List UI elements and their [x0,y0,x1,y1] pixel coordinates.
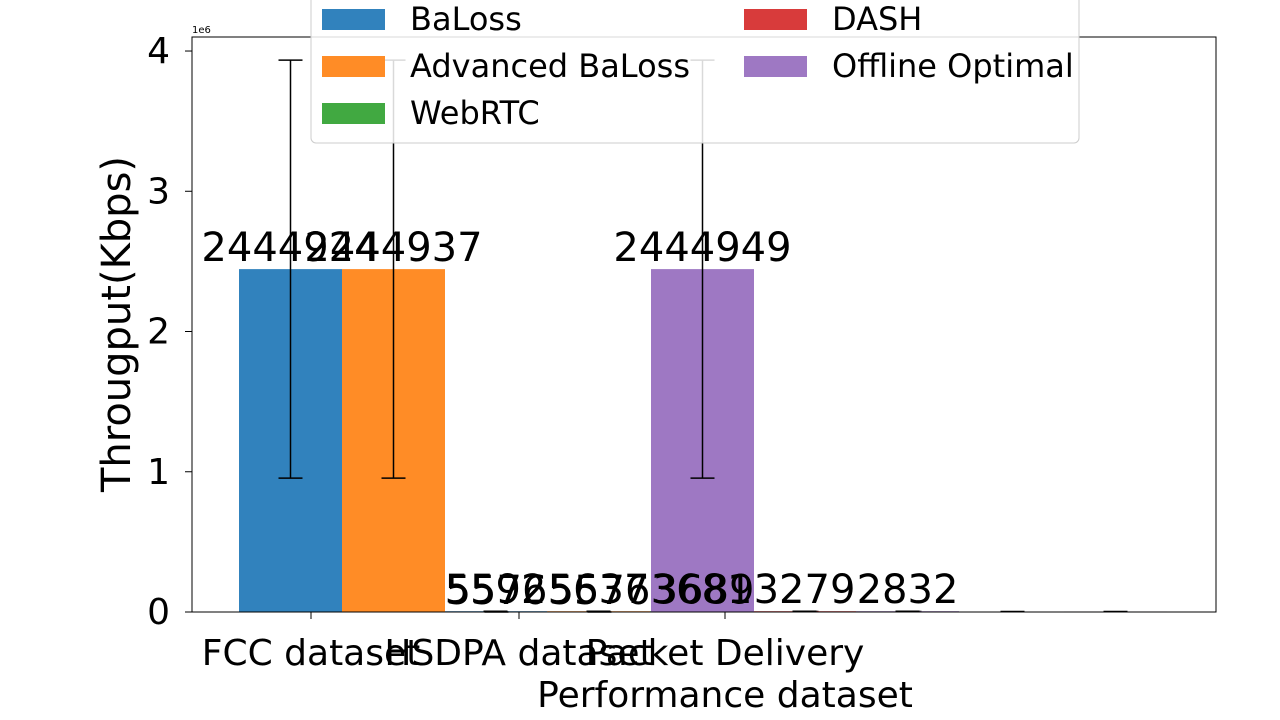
data-label: 2444937 [304,225,482,271]
y-axis-label: Througput(Kbps) [94,156,140,493]
data-label: 5592 [445,567,547,613]
legend-label: Advanced BaLoss [410,47,690,85]
data-label: 3681 [651,567,753,613]
legend-swatch [744,56,807,77]
legend-swatch [322,56,385,77]
data-label: 2444924 [201,225,379,271]
legend-label: Offline Optimal [832,47,1074,85]
legend-box [310,0,1080,144]
data-label: 3689 [653,567,755,613]
data-label: 2832 [857,567,959,613]
data-label: 5576 [549,568,651,614]
legend-swatch [322,103,385,124]
legend-swatch [744,9,807,30]
y-axis: 0 1 2 3 4 [147,31,192,633]
y-tick-label: 1 [147,452,170,493]
x-tick-label: Packet Delivery Performance dataset [537,633,913,716]
y-tick-label: 0 [147,592,170,633]
legend-label: BaLoss [410,0,522,38]
y-tick-label: 2 [147,312,170,353]
legend: BaLoss Advanced BaLoss WebRTC DASH Offline O… [310,0,1080,144]
x-tick-label: FCC dataset [202,633,421,674]
y-tick-label: 4 [147,31,170,72]
legend-label: DASH [832,0,922,38]
data-label: 2444949 [613,225,791,271]
x-tick-label: HSDPA dataset [384,633,653,674]
y-axis-scale-label: 1e6 [192,25,211,36]
data-label: 3279 [754,567,856,613]
legend-swatch [322,9,385,30]
y-tick-label: 3 [147,171,170,212]
legend-label: WebRTC [410,94,540,132]
data-label: 5637 [548,567,650,613]
data-label: 5576 [446,568,548,614]
